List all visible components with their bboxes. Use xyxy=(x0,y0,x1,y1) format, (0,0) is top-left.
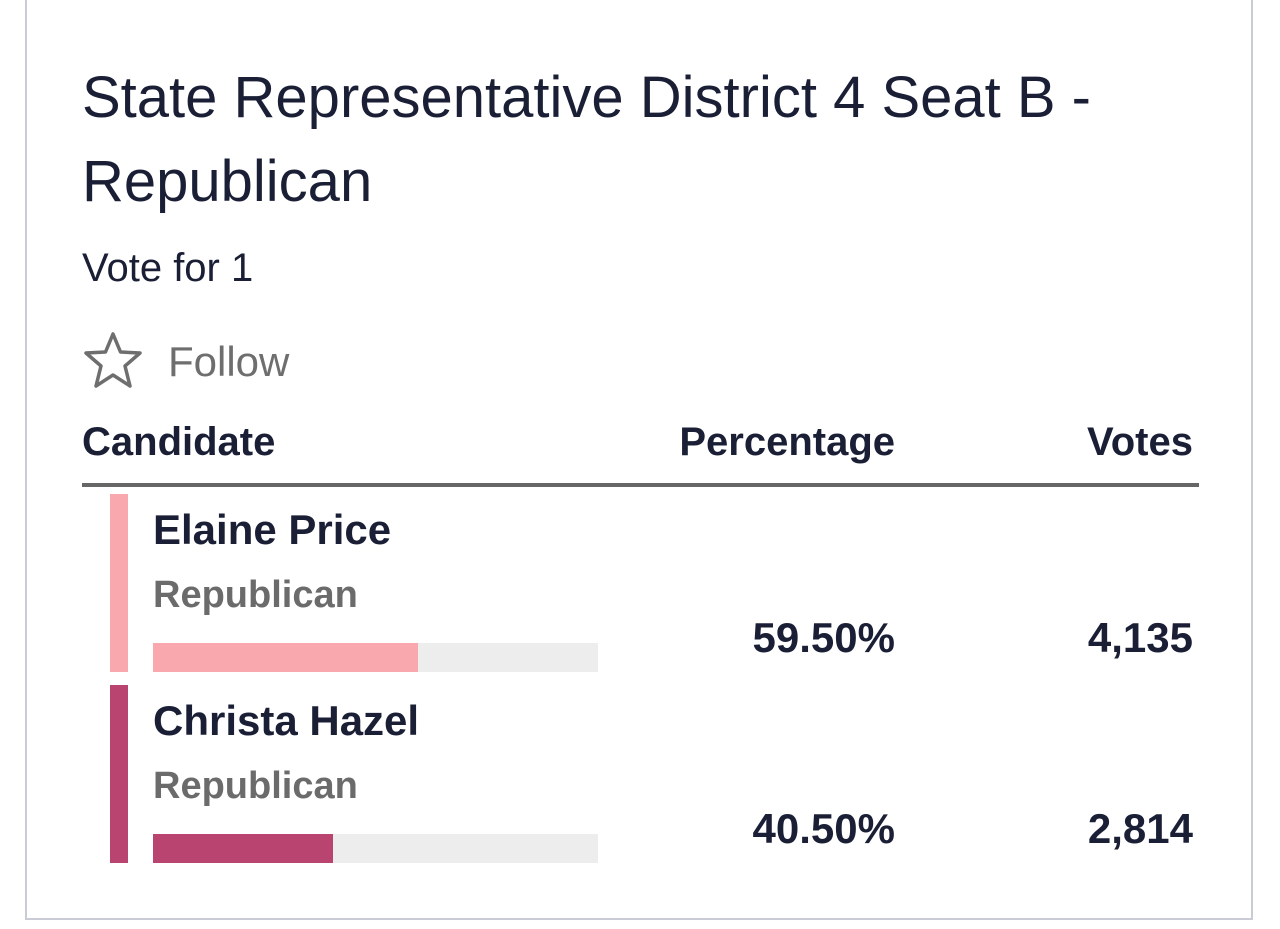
percentage-bar-track xyxy=(153,834,598,863)
percentage-bar-track xyxy=(153,643,598,672)
column-header: Votes xyxy=(1087,420,1193,464)
votes: 4,135 xyxy=(1087,614,1193,661)
row-stripe xyxy=(110,494,128,672)
header-rule xyxy=(82,483,1199,487)
percentage: 59.50% xyxy=(752,614,895,661)
title: State Representative District 4 Seat B -… xyxy=(82,65,1091,214)
star-icon[interactable] xyxy=(82,330,144,390)
card xyxy=(25,0,1253,920)
percentage-bar xyxy=(153,643,418,672)
candidate-party: Republican xyxy=(153,574,358,616)
candidate-name: Christa Hazel xyxy=(153,697,420,744)
column-header: Percentage xyxy=(679,420,895,464)
row-stripe xyxy=(110,685,128,863)
percentage-bar xyxy=(153,834,334,863)
subtitle: Vote for 1 xyxy=(82,246,254,290)
percentage: 40.50% xyxy=(752,805,895,852)
votes: 2,814 xyxy=(1087,805,1193,852)
column-header: Candidate xyxy=(82,420,276,464)
candidate-party: Republican xyxy=(153,765,358,807)
follow-button[interactable]: Follow xyxy=(168,338,290,385)
candidate-name: Elaine Price xyxy=(153,506,392,553)
